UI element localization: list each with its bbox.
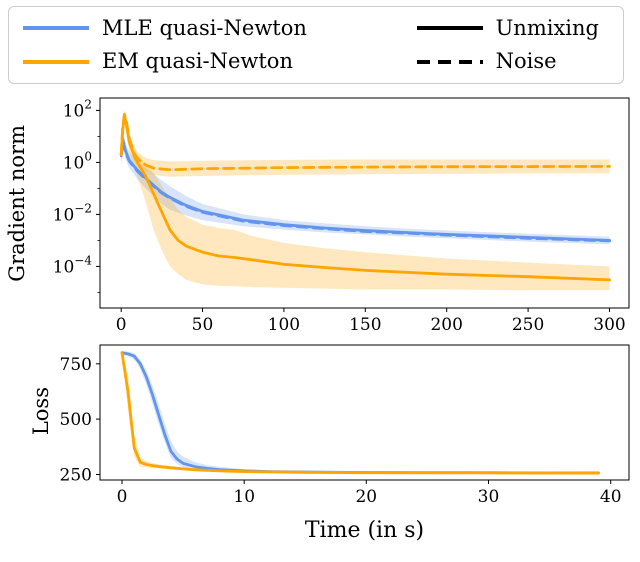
em-line-swatch [23,59,89,64]
gradient-norm-chart: 0 50 100 150 200 250 300 102 100 10−2 10−4 [53,97,630,335]
y-tick-label: 100 [63,149,92,173]
x-tick-label: 40 [600,487,622,507]
series-line [120,351,600,475]
x-axis-label-time: Time (in s) [304,518,425,543]
loss-chart: 0 10 20 30 40 250 500 750 [60,344,630,507]
confidence-band [122,350,599,474]
x-tick-label: 20 [355,487,377,507]
series-line [120,351,600,475]
legend-label-noise: Noise [495,49,557,73]
y-tick-label: 250 [60,465,92,485]
confidence-band [121,131,610,245]
y-tick-label: 10−4 [53,253,93,277]
x-tick-label: 50 [192,315,214,335]
legend-label-em: EM quasi-Newton [102,49,293,73]
confidence-band [122,350,599,474]
legend-item-mle: MLE quasi-Newton [23,15,307,40]
x-tick-label: 200 [430,315,462,335]
plot-frame [99,344,630,481]
x-tick-label: 150 [349,315,381,335]
x-tick-label: 250 [512,315,544,335]
x-tick-label: 10 [233,487,255,507]
noise-dashed-line-swatch [416,59,483,64]
legend-label-unmixing: Unmixing [495,15,599,40]
confidence-band [121,110,610,177]
series-line [119,139,611,243]
legend-item-noise: Noise [416,49,599,73]
legend-label-mle: MLE quasi-Newton [102,15,307,40]
legend-color-column: MLE quasi-Newton EM quasi-Newton [23,15,307,73]
x-tick-label: 30 [478,487,500,507]
series-line [119,114,611,282]
y-tick-label: 750 [60,355,92,375]
x-tick-label: 100 [268,315,300,335]
y-tick-label: 10−2 [53,201,92,225]
legend-item-em: EM quasi-Newton [23,49,307,73]
legend-style-column: Unmixing Noise [416,15,599,73]
series-line [119,113,611,172]
x-tick-label: 300 [593,315,625,335]
unmixing-solid-line-swatch [416,26,483,31]
confidence-band [121,111,610,291]
y-tick-label: 500 [60,410,92,430]
legend: MLE quasi-Newton EM quasi-Newton Unmixin… [8,6,624,84]
legend-item-unmixing: Unmixing [416,15,599,40]
x-tick-label: 0 [117,487,128,507]
mle-line-swatch [23,26,89,31]
plot-frame [99,97,630,309]
x-tick-label: 0 [116,315,127,335]
y-tick-label: 102 [63,97,92,121]
